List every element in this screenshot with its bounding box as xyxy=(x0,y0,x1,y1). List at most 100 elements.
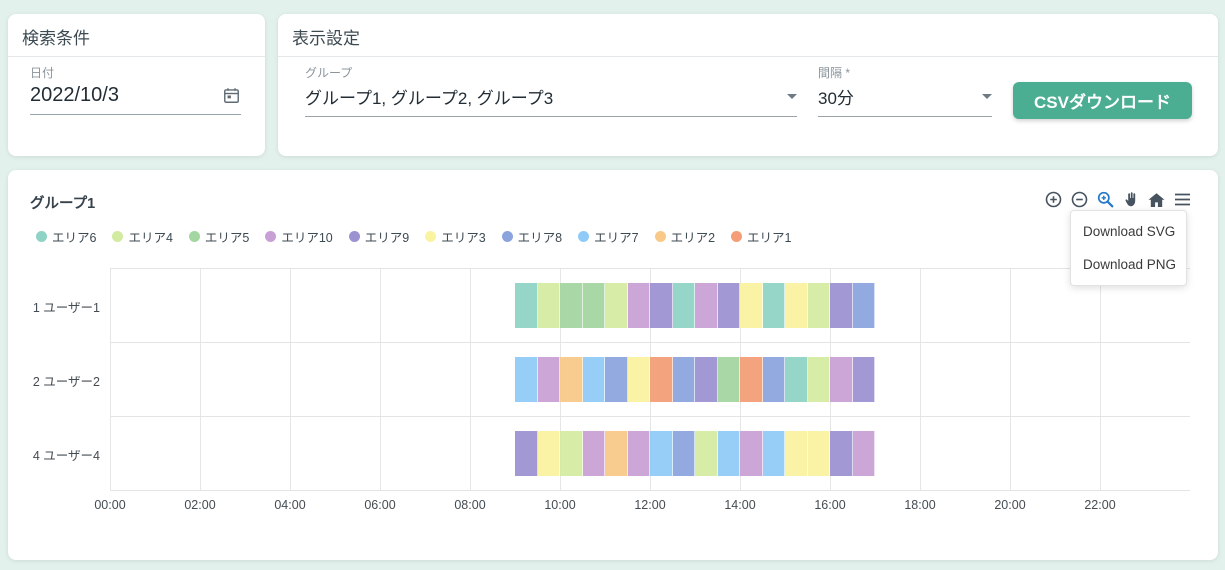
bar-segment xyxy=(582,282,605,328)
legend-swatch xyxy=(188,231,200,242)
bar-segment xyxy=(672,356,695,402)
zoom-in-icon[interactable] xyxy=(1045,191,1062,208)
search-conditions-panel: 検索条件 日付 2022/10/3 xyxy=(8,14,265,156)
legend-item[interactable]: エリア8 xyxy=(501,227,562,246)
bar-segment xyxy=(762,356,785,402)
bar-segment xyxy=(650,282,673,328)
interval-label: 間隔 * xyxy=(818,66,851,80)
x-tick-label: 04:00 xyxy=(274,498,306,512)
interval-select[interactable]: 間隔 * 30分 xyxy=(818,64,992,117)
x-tick-label: 06:00 xyxy=(364,498,396,512)
bar-segment xyxy=(830,356,853,402)
bar-segment xyxy=(852,282,875,328)
bar-segment xyxy=(830,282,853,328)
gridline xyxy=(110,268,111,490)
legend-item[interactable]: エリア4 xyxy=(112,227,173,246)
legend-swatch xyxy=(112,231,124,242)
bar-segment xyxy=(672,282,695,328)
gridline xyxy=(380,268,381,490)
zoom-out-icon[interactable] xyxy=(1071,191,1088,208)
chart-title: グループ1 xyxy=(30,196,96,212)
csv-download-button[interactable]: CSVダウンロード xyxy=(1013,82,1192,119)
menu-icon[interactable] xyxy=(1174,192,1191,207)
legend-label: エリア5 xyxy=(204,231,250,245)
x-tick-label: 16:00 xyxy=(814,498,846,512)
pan-icon[interactable] xyxy=(1123,191,1139,208)
chart-toolbar xyxy=(1045,191,1191,208)
bar-segment xyxy=(717,430,740,476)
menu-item[interactable]: Download SVG xyxy=(1083,224,1176,239)
group-select[interactable]: グループ グループ1, グループ2, グループ3 xyxy=(305,64,797,117)
bar-segment xyxy=(627,430,650,476)
legend-swatch xyxy=(731,231,743,242)
date-input[interactable]: 2022/10/3 xyxy=(30,84,119,106)
bar-segment xyxy=(717,356,740,402)
bar-segment xyxy=(785,356,808,402)
bar-segment xyxy=(515,430,538,476)
bar-segment xyxy=(785,430,808,476)
x-tick-label: 22:00 xyxy=(1084,498,1116,512)
calendar-icon[interactable] xyxy=(222,86,241,105)
bar-segment xyxy=(515,282,538,328)
legend-item[interactable]: エリア1 xyxy=(731,227,791,246)
plot-area[interactable]: 00:00 02:00 04:00 06:00 08:00 10:00 12:00 14:00… xyxy=(94,268,1190,512)
bar-segment xyxy=(785,282,808,328)
bar-segment xyxy=(695,356,718,402)
bar-segment xyxy=(605,356,628,402)
bar-segment xyxy=(672,430,695,476)
legend-label: エリア10 xyxy=(281,231,333,245)
gridline xyxy=(110,490,1190,491)
legend-item[interactable]: エリア6 xyxy=(36,227,96,246)
bar-segment xyxy=(830,430,853,476)
date-label: 日付 xyxy=(30,66,55,80)
legend-label: エリア1 xyxy=(747,231,792,245)
legend-label: エリア6 xyxy=(52,231,97,245)
x-tick-label: 10:00 xyxy=(544,498,576,512)
x-tick-label: 12:00 xyxy=(634,498,666,512)
bar-segment xyxy=(740,430,763,476)
bar-segment xyxy=(560,430,583,476)
legend-label: エリア2 xyxy=(670,231,716,245)
gridline xyxy=(1100,268,1101,490)
menu-item[interactable]: Download PNG xyxy=(1083,257,1177,272)
legend-item[interactable]: エリア10 xyxy=(265,227,333,246)
legend-swatch xyxy=(578,231,590,242)
x-tick-label: 18:00 xyxy=(904,498,936,512)
bar-segment xyxy=(582,356,605,402)
gridline xyxy=(920,268,921,490)
chevron-down-icon[interactable] xyxy=(787,94,797,99)
interval-select-value[interactable]: 30分 xyxy=(818,89,854,108)
bar-segment xyxy=(695,430,718,476)
legend-item[interactable]: エリア9 xyxy=(348,227,409,246)
gridline xyxy=(110,342,1190,343)
home-icon[interactable] xyxy=(1148,192,1165,208)
x-tick-label: 08:00 xyxy=(454,498,486,512)
chart-panel: グループ1 Download SVG Download PNG エリア6 エリア4 エ… xyxy=(8,170,1218,560)
bar-segment xyxy=(807,430,830,476)
date-field[interactable]: 日付 2022/10/3 xyxy=(30,64,241,115)
bar-segment xyxy=(852,430,875,476)
chart-legend: エリア6 エリア4 エリア5 エリア10 エリア9 エリア3 エリア8 エリア7 エリア2 エリア… xyxy=(36,227,1058,246)
box-zoom-icon[interactable] xyxy=(1097,191,1114,208)
legend-item[interactable]: エリア7 xyxy=(578,227,639,246)
bar-segment xyxy=(807,356,830,402)
bar-segment xyxy=(695,282,718,328)
legend-swatch xyxy=(425,231,437,242)
bar-segment xyxy=(650,430,673,476)
bar-segment xyxy=(650,356,673,402)
bar-segment xyxy=(537,356,560,402)
x-tick-label: 14:00 xyxy=(724,498,756,512)
legend-item[interactable]: エリア5 xyxy=(188,227,250,246)
legend-item[interactable]: エリア2 xyxy=(654,227,716,246)
group-label: グループ xyxy=(305,66,353,80)
legend-label: エリア7 xyxy=(594,231,639,245)
bar-segment xyxy=(582,430,605,476)
group-select-value[interactable]: グループ1, グループ2, グループ3 xyxy=(305,89,554,108)
bar-segment xyxy=(627,282,650,328)
bar-segment xyxy=(560,282,583,328)
bar-segment xyxy=(560,356,583,402)
gridline xyxy=(200,268,201,490)
legend-item[interactable]: エリア3 xyxy=(425,227,486,246)
chevron-down-icon[interactable] xyxy=(982,94,992,99)
x-tick-label: 00:00 xyxy=(94,498,126,512)
